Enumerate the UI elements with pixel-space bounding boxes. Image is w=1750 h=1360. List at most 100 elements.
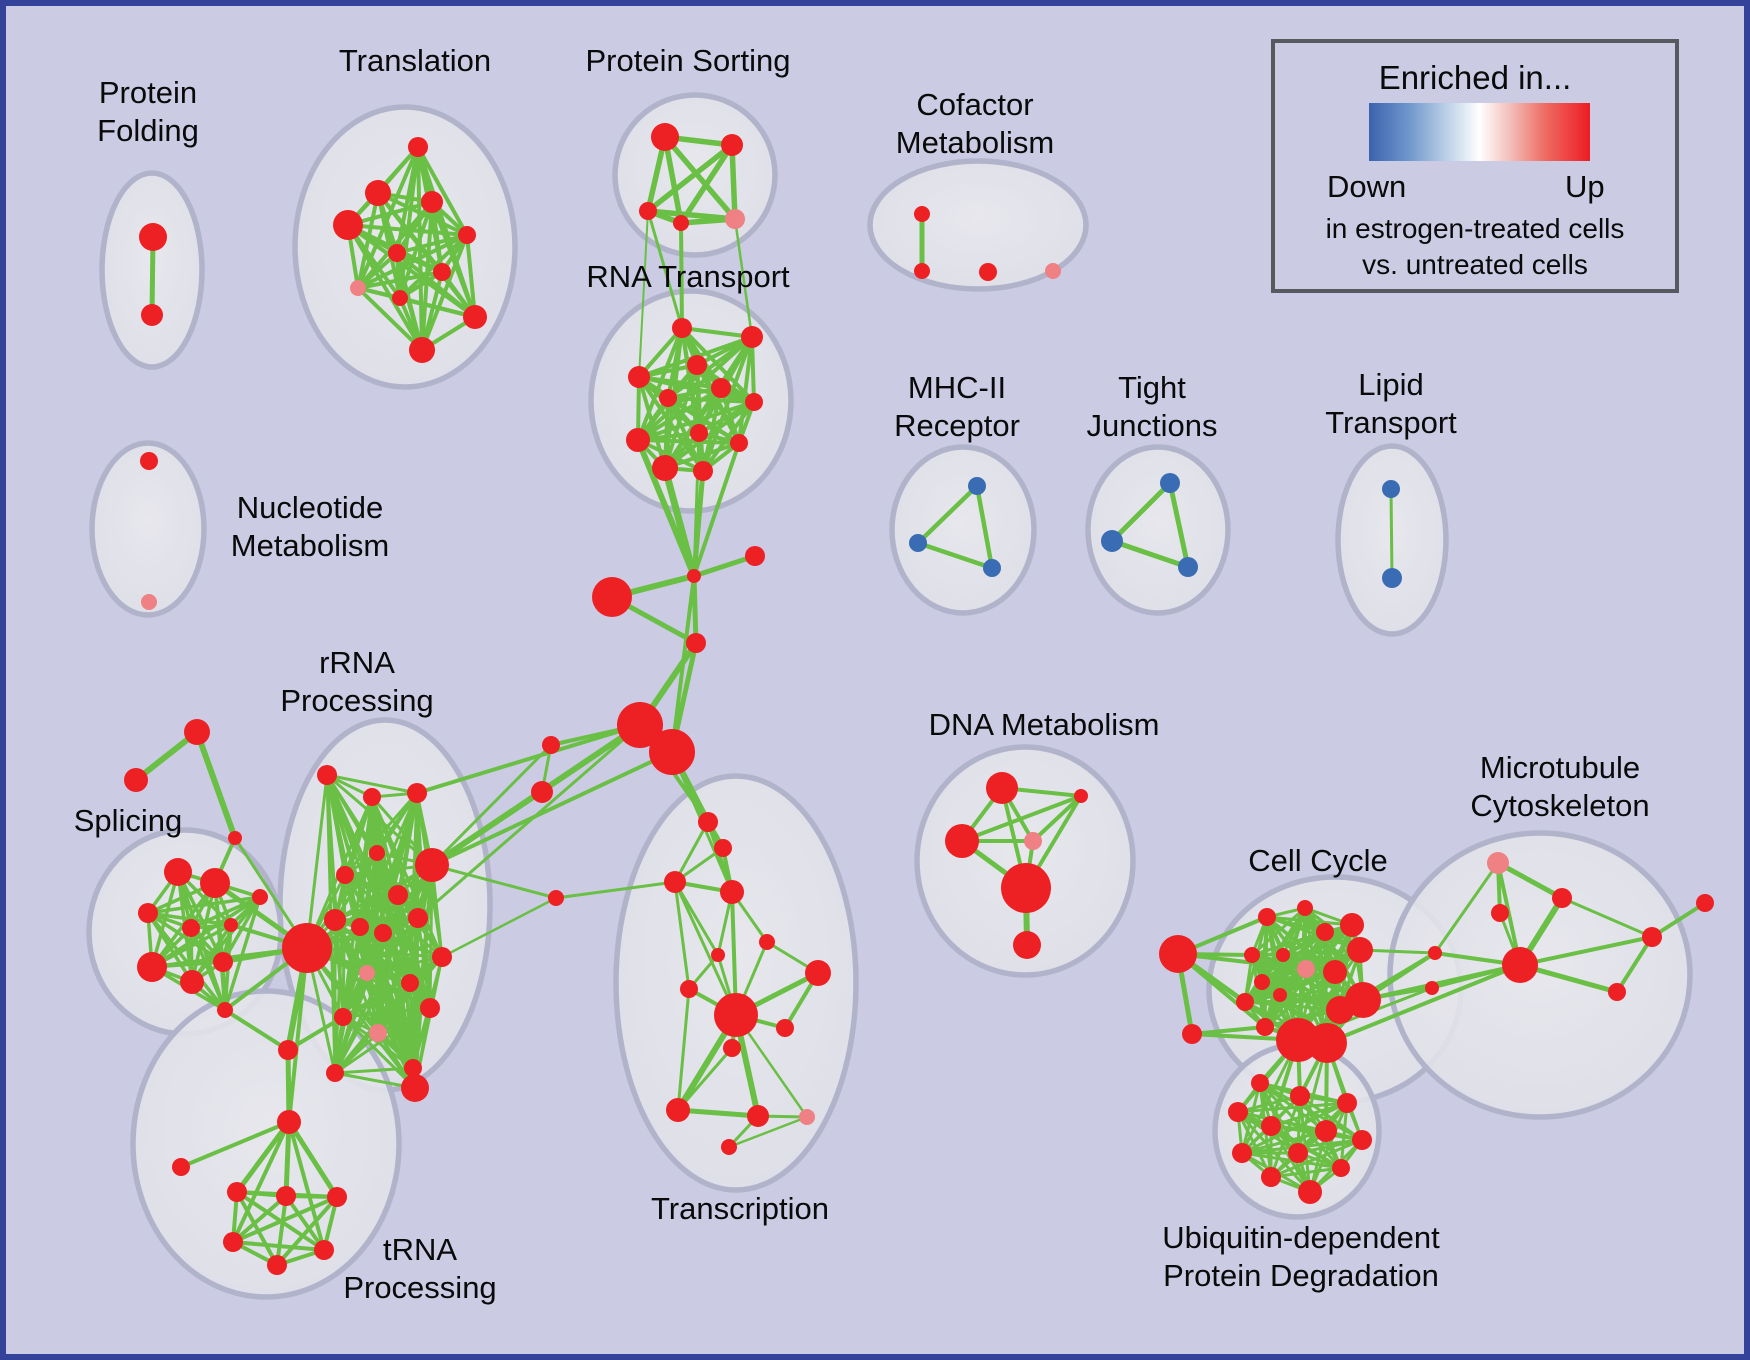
network-edge [223, 895, 262, 1012]
network-node [799, 1109, 815, 1125]
network-edge [960, 794, 1083, 843]
network-node [1297, 900, 1313, 916]
network-node [463, 305, 487, 329]
network-edge [430, 863, 558, 900]
network-node [392, 290, 408, 306]
network-edge [1176, 952, 1308, 971]
network-edge [420, 270, 444, 352]
network-node [324, 909, 346, 931]
network-edge [662, 134, 738, 222]
legend-up-label: Up [1565, 169, 1605, 204]
network-edge [333, 1066, 415, 1075]
network-node [542, 736, 560, 754]
network-edge [673, 880, 738, 1017]
network-node [1642, 927, 1662, 947]
network-edge [1236, 1094, 1302, 1114]
network-edge [430, 200, 477, 319]
network-node [227, 1182, 247, 1202]
network-edge [231, 1120, 291, 1244]
network-edge [416, 916, 432, 1010]
network-node [1045, 263, 1061, 279]
network-node [350, 280, 366, 296]
network-edge [1560, 896, 1654, 939]
network-node [1337, 1093, 1357, 1113]
network-edge [636, 326, 684, 442]
network-edge [1250, 923, 1354, 957]
network-node [687, 355, 707, 375]
legend-note-line2: vs. untreated cells [1362, 249, 1588, 280]
network-node [531, 781, 553, 803]
network-node [720, 880, 744, 904]
network-node [374, 924, 392, 942]
network-edge [305, 946, 417, 1090]
network-node [139, 223, 167, 251]
network-node [1316, 923, 1334, 941]
network-node [164, 858, 192, 886]
legend-down-label: Down [1327, 169, 1407, 204]
network-node [649, 729, 695, 775]
network-edge [231, 1240, 326, 1252]
network-edge [343, 873, 420, 920]
network-node [182, 919, 200, 937]
network-edge [398, 296, 477, 319]
network-edge [692, 441, 741, 578]
network-node [1244, 947, 1260, 963]
network-edge [646, 209, 684, 330]
network-node [1290, 1086, 1310, 1106]
network-node [326, 1064, 344, 1082]
network-node [672, 318, 692, 338]
network-edge [284, 1194, 326, 1252]
network-edge [915, 483, 980, 546]
network-edge [1433, 861, 1500, 955]
network-node [1352, 1130, 1372, 1150]
network-node [628, 366, 650, 388]
network-edge [679, 221, 684, 330]
network-node [369, 845, 385, 861]
network-node [1178, 557, 1198, 577]
cluster-ellipse-dna-metabolism [914, 744, 1136, 978]
network-edge [356, 145, 420, 290]
network-edge [1243, 1000, 1342, 1012]
cluster-ellipse-mhc-ii-receptor [889, 444, 1037, 616]
network-edge [275, 1194, 288, 1267]
network-node [1254, 974, 1270, 990]
network-node [124, 768, 148, 792]
network-node [1297, 960, 1315, 978]
network-edge [275, 1195, 339, 1267]
network-node [334, 1008, 352, 1026]
network-edge [365, 955, 444, 975]
network-edge [346, 223, 469, 237]
network-edge [727, 1115, 809, 1149]
network-node [664, 871, 686, 893]
network-edge [638, 210, 649, 378]
network-edge [733, 217, 754, 339]
network-edge [1495, 860, 1565, 901]
network-edge [1167, 480, 1191, 570]
network-node [278, 1040, 298, 1060]
network-edge [554, 880, 677, 900]
network-node [141, 594, 157, 610]
network-edge [283, 1119, 292, 1199]
network-node [1487, 852, 1509, 874]
network-edge [430, 790, 544, 867]
network-edge [1325, 963, 1522, 1045]
legend-gradient-bar [1369, 103, 1590, 161]
network-node [359, 965, 375, 981]
network-node [1347, 937, 1373, 963]
network-edge [1240, 1129, 1328, 1155]
network-edge [675, 1107, 761, 1119]
network-node [336, 866, 354, 884]
network-node [690, 424, 708, 442]
network-node [747, 1105, 769, 1127]
network-edge [356, 270, 444, 290]
network-edge [395, 233, 469, 255]
network-edge [691, 553, 758, 579]
network-node [415, 848, 449, 882]
network-node [317, 765, 337, 785]
network-edge [680, 326, 756, 404]
network-node [369, 1024, 387, 1042]
network-node [945, 824, 979, 858]
network-edge [1361, 963, 1522, 1002]
network-node [388, 244, 406, 262]
